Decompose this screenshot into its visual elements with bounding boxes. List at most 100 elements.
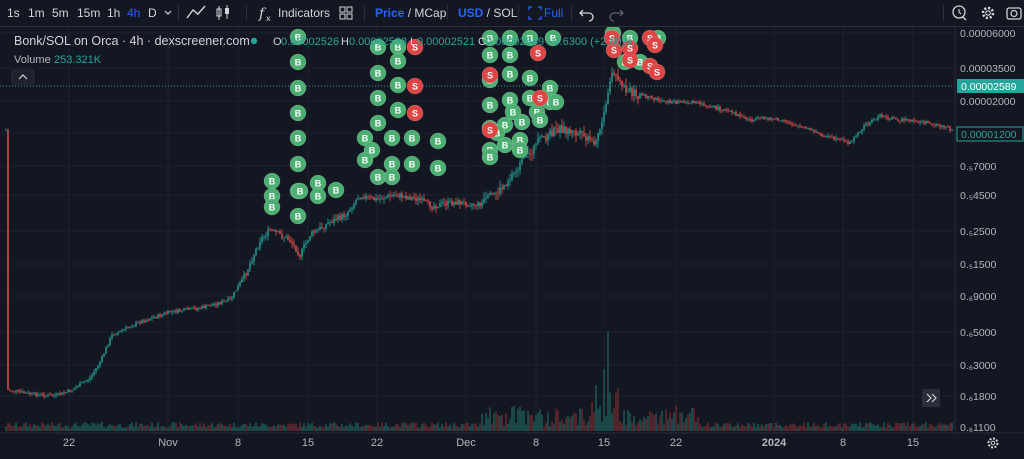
candle-body (251, 261, 253, 264)
candle-body (533, 145, 535, 154)
time-axis-settings-icon[interactable] (987, 437, 999, 449)
volume-bar (581, 409, 583, 431)
volume-bar (531, 415, 533, 431)
candles-icon[interactable] (213, 0, 235, 26)
candle-body (331, 222, 333, 223)
sell-marker: S (621, 39, 639, 57)
candle-body (513, 172, 515, 174)
sol-option[interactable]: SOL (493, 6, 518, 20)
mcap-option[interactable]: MCap (414, 6, 447, 20)
marker-circle (481, 66, 499, 84)
marker-circle (263, 198, 281, 216)
volume-bar (47, 423, 49, 431)
volume-bar (267, 427, 269, 431)
buy-marker: B (511, 141, 529, 159)
marker-letter: B (627, 34, 634, 44)
interval-4h[interactable]: 4h (127, 6, 141, 20)
price-mcap-toggle[interactable]: Price / MCap (375, 6, 447, 20)
candle-body (323, 228, 325, 229)
candle-body (827, 136, 829, 137)
volume-value: 253.321K (54, 54, 102, 66)
volume-bar (567, 415, 569, 431)
candle-body (435, 205, 437, 209)
interval-5m[interactable]: 5m (52, 6, 69, 20)
redo-icon[interactable] (608, 0, 624, 26)
candle-body (793, 124, 795, 126)
volume-bar (457, 427, 459, 431)
marker-letter: B (315, 192, 322, 202)
candle-body (715, 105, 717, 110)
volume-bar (423, 422, 425, 431)
candle-body (433, 205, 435, 209)
fullscreen-icon[interactable] (528, 0, 542, 26)
interval-1m[interactable]: 1m (28, 6, 45, 20)
volume-bar (813, 422, 815, 431)
volume-bar (245, 424, 247, 431)
interval-1s[interactable]: 1s (7, 6, 20, 20)
volume-bar (385, 422, 387, 431)
candle-body (711, 106, 713, 108)
candle-body (455, 201, 457, 205)
volume-bar (101, 422, 103, 431)
chart-style-line-icon[interactable] (185, 0, 207, 26)
settings-gear-icon[interactable] (980, 0, 996, 26)
interval-15m[interactable]: 15m (77, 6, 101, 20)
candle-body (43, 394, 45, 397)
candle-body (197, 308, 199, 310)
low-value: 0.00002521 (417, 36, 475, 48)
candlesticks (5, 67, 953, 399)
candle-body (479, 202, 481, 207)
candle-body (169, 310, 171, 313)
candle-body (895, 117, 897, 120)
undo-icon[interactable] (579, 0, 595, 26)
scroll-to-realtime-button[interactable] (922, 389, 940, 407)
usd-option[interactable]: USD (458, 6, 484, 20)
volume-bar (439, 427, 441, 431)
candle-body (695, 101, 697, 104)
volume-bar (25, 422, 27, 431)
candle-body (21, 391, 23, 393)
interval-d[interactable]: D (148, 6, 157, 20)
volume-bar (489, 407, 491, 431)
candle-body (601, 121, 603, 130)
interval-1h[interactable]: 1h (107, 6, 121, 20)
candle-body (619, 79, 621, 82)
marker-letter: B (375, 43, 382, 53)
volume-bar (539, 409, 541, 431)
marker-letter: B (487, 34, 494, 44)
marker-circle (504, 103, 522, 121)
divider (447, 5, 448, 21)
candle-body (483, 198, 485, 203)
candle-body (941, 125, 943, 127)
volume-bar (761, 424, 763, 431)
candle-body (519, 162, 521, 170)
candle-body (499, 187, 501, 194)
full-button[interactable]: Full (544, 6, 564, 20)
screenshot-camera-icon[interactable] (1006, 0, 1022, 26)
candle-body (495, 192, 497, 194)
collapse-legend-button[interactable] (11, 69, 35, 85)
layout-grid-icon[interactable] (338, 0, 354, 26)
currency-toggle[interactable]: USD / SOL (458, 6, 518, 20)
volume-bar (833, 426, 835, 431)
volume-bar (317, 427, 319, 431)
candle-body (159, 314, 161, 317)
price-option[interactable]: Price (375, 6, 405, 20)
indicators-button[interactable]: Indicators (278, 6, 331, 20)
candle-body (9, 389, 11, 391)
volume-bar (941, 424, 943, 431)
volume-bar (701, 427, 703, 431)
alert-icon[interactable] (952, 0, 968, 26)
interval-dropdown-chevron-icon[interactable] (163, 0, 173, 26)
candle-body (387, 195, 389, 198)
volume-bar (45, 425, 47, 431)
candle-body (903, 118, 905, 121)
candle-body (765, 118, 767, 120)
marker-circle (289, 155, 307, 173)
candle-body (191, 307, 193, 309)
volume-bar (841, 427, 843, 431)
candle-body (747, 118, 749, 120)
volume-bar (273, 425, 275, 431)
